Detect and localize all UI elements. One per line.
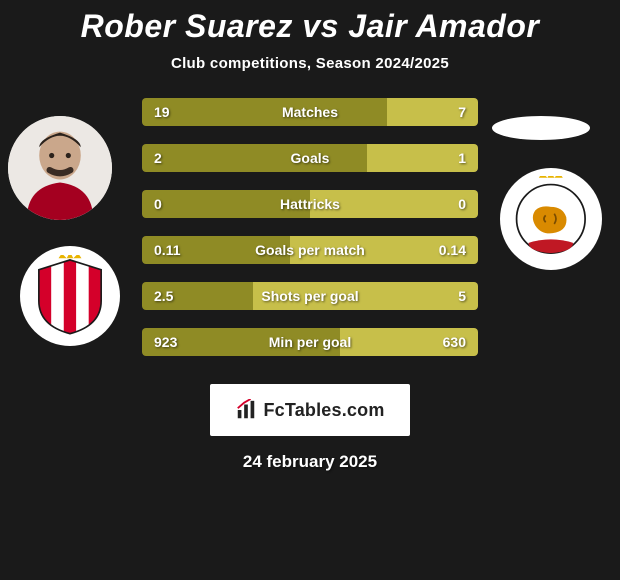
page-title: Rober Suarez vs Jair Amador	[0, 0, 620, 45]
stat-bar-left	[142, 98, 387, 126]
player-right-club-badge	[500, 168, 602, 270]
stat-row: 0.110.14Goals per match	[142, 236, 478, 264]
stat-row: 923630Min per goal	[142, 328, 478, 356]
stat-bar-right	[253, 282, 478, 310]
stat-bar-left	[142, 144, 367, 172]
person-icon	[8, 116, 112, 220]
club-crest-icon	[29, 255, 111, 337]
bar-chart-icon	[235, 399, 257, 421]
stat-bar-left	[142, 236, 290, 264]
stat-bar-right	[340, 328, 478, 356]
stat-bar-right	[310, 190, 478, 218]
stat-rows: 197Matches 21Goals 00Hattricks 0.110.14Goal…	[142, 98, 478, 356]
club-crest-icon	[508, 176, 594, 262]
player-right-avatar	[492, 116, 590, 140]
stat-bar-left	[142, 282, 253, 310]
stat-bar-right	[367, 144, 478, 172]
stat-bar-left	[142, 190, 310, 218]
date-line: 24 february 2025	[0, 452, 620, 472]
stat-bar-left	[142, 328, 340, 356]
stat-row: 21Goals	[142, 144, 478, 172]
stat-row: 2.55Shots per goal	[142, 282, 478, 310]
branding-badge: FcTables.com	[210, 384, 410, 436]
stat-row: 00Hattricks	[142, 190, 478, 218]
branding-text: FcTables.com	[263, 400, 384, 421]
player-left-avatar	[8, 116, 112, 220]
comparison-area: 197Matches 21Goals 00Hattricks 0.110.14Goal…	[0, 98, 620, 356]
stat-row: 197Matches	[142, 98, 478, 126]
subtitle: Club competitions, Season 2024/2025	[0, 55, 620, 72]
player-left-club-badge	[20, 246, 120, 346]
stat-bar-right	[387, 98, 478, 126]
stat-bar-right	[290, 236, 478, 264]
